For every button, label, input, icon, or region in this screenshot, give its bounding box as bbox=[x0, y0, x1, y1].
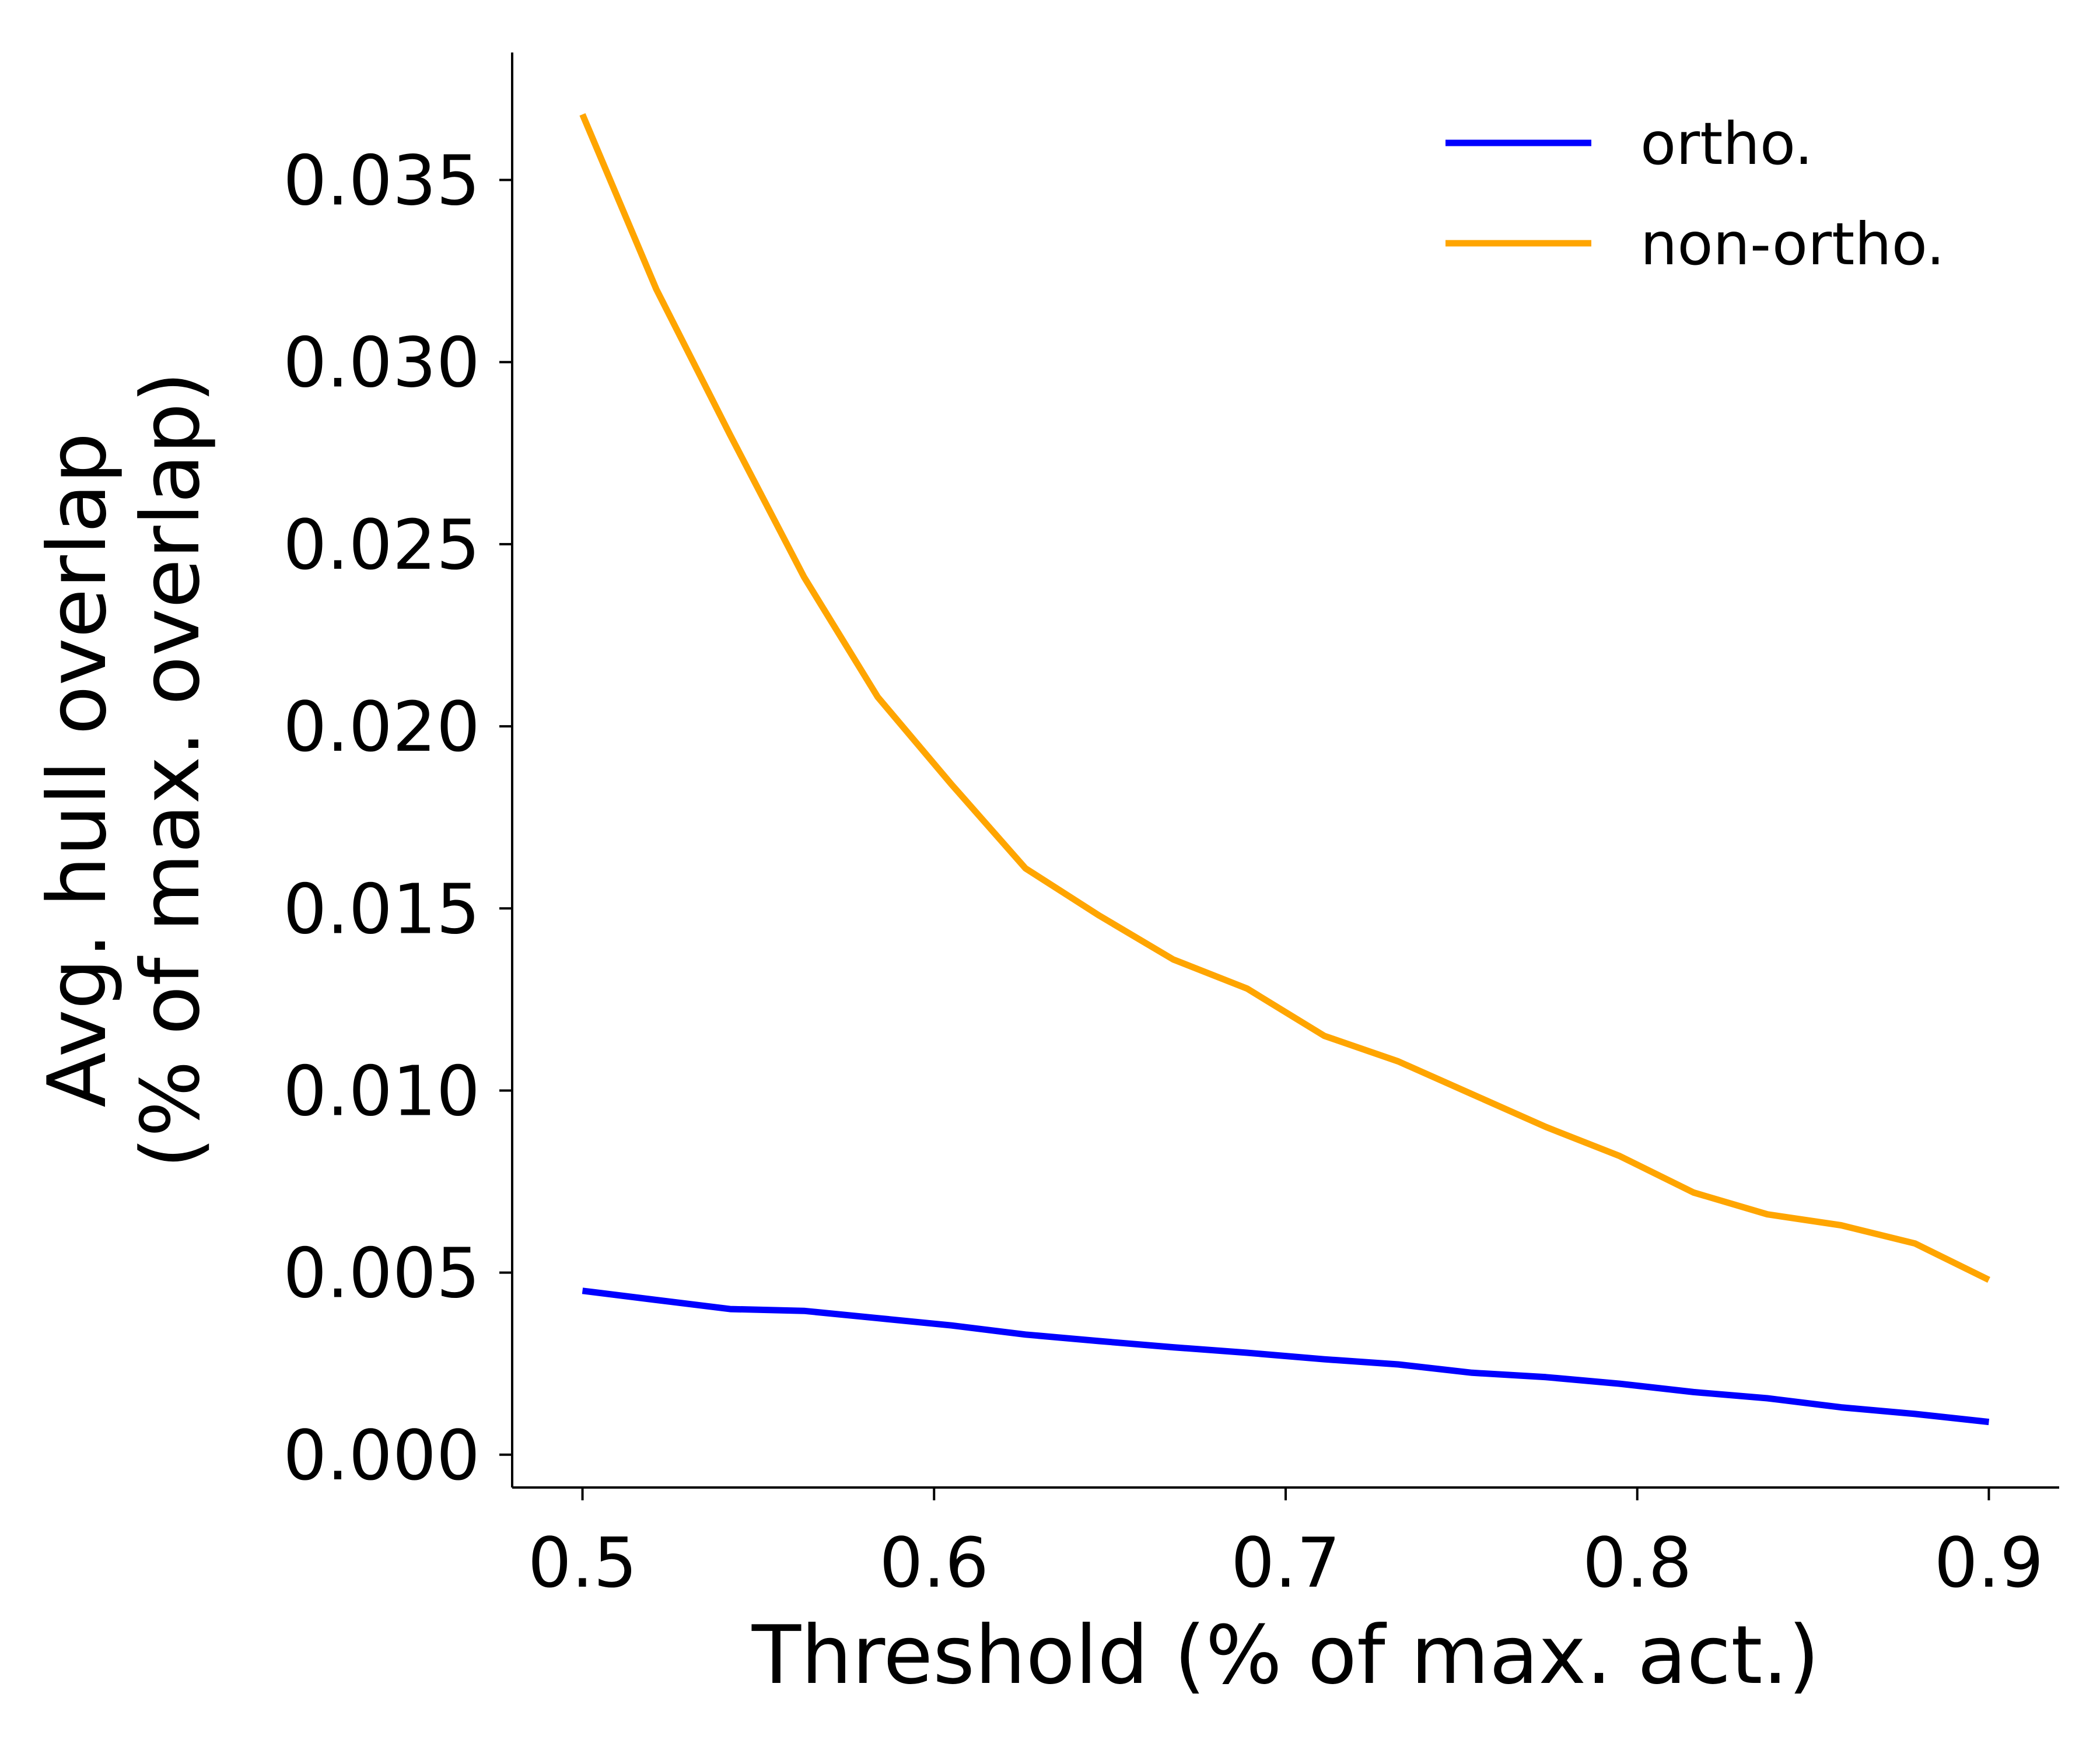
y-tick-label: 0.015 bbox=[283, 869, 480, 949]
plot-area bbox=[579, 113, 1990, 1426]
y-tick-label: 0.000 bbox=[283, 1415, 480, 1496]
x-axis-title: Threshold (% of max. act.) bbox=[751, 1608, 1819, 1702]
y-tick-label: 0.035 bbox=[283, 141, 480, 221]
x-tick-label: 0.6 bbox=[879, 1522, 989, 1603]
series-line-non-ortho bbox=[579, 113, 1990, 1283]
y-tick-label: 0.010 bbox=[283, 1051, 480, 1131]
x-tick-label: 0.7 bbox=[1231, 1522, 1340, 1603]
y-tick-label: 0.025 bbox=[283, 505, 480, 585]
x-tick-label: 0.8 bbox=[1583, 1522, 1692, 1603]
y-axis-title-line-1: Avg. hull overlap bbox=[30, 432, 124, 1107]
legend-label-ortho: ortho. bbox=[1640, 110, 1813, 178]
series-line-ortho bbox=[582, 1287, 1990, 1426]
y-axis-title-line-2: (% of max. overlap) bbox=[124, 372, 218, 1168]
x-tick-label: 0.9 bbox=[1934, 1522, 2044, 1603]
y-tick-label: 0.005 bbox=[283, 1233, 480, 1314]
y-tick-label: 0.020 bbox=[283, 687, 480, 767]
axes: 0.000 0.005 0.010 0.015 0.020 0.025 0.030 0.035… bbox=[283, 52, 2059, 1603]
legend-label-non-ortho: non-ortho. bbox=[1640, 210, 1945, 278]
y-tick-label: 0.030 bbox=[283, 323, 480, 403]
legend: ortho. non-ortho. bbox=[1446, 110, 1945, 278]
x-tick-label: 0.5 bbox=[528, 1522, 638, 1603]
